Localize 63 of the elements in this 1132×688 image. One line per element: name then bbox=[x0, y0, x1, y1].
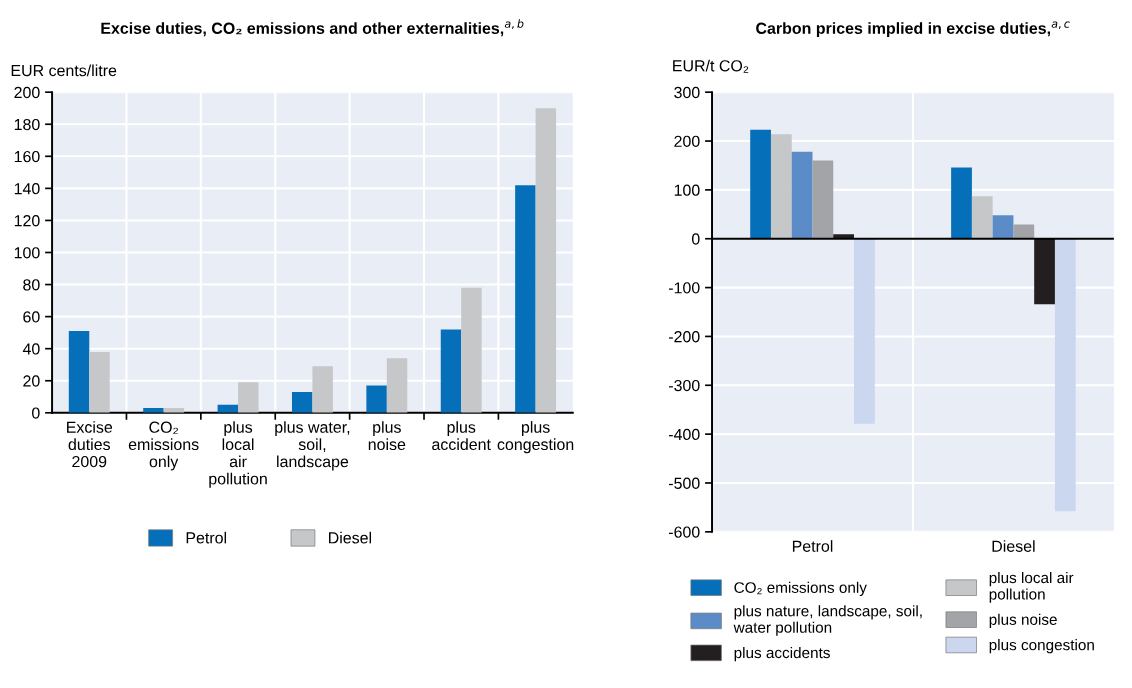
legend-label: Diesel bbox=[329, 531, 372, 544]
bar bbox=[750, 129, 771, 239]
chart-title: Carbon prices implied in excise duties,$^{a,c}$ bbox=[756, 21, 1070, 38]
y-tick-label: 160 bbox=[14, 150, 40, 163]
legend-label: plus congestion bbox=[989, 639, 1094, 654]
legend-label: plus accidents bbox=[734, 646, 830, 662]
y-tick-label: 140 bbox=[14, 183, 40, 195]
legend-label: plus nature, landscape, soil, water pollution bbox=[733, 605, 922, 636]
bar bbox=[461, 287, 482, 413]
bar bbox=[812, 160, 834, 239]
bar bbox=[1034, 238, 1055, 305]
x-tick-label: plus accident bbox=[432, 421, 491, 451]
bar bbox=[238, 382, 259, 413]
y-tick-label: 100 bbox=[14, 247, 40, 259]
bar bbox=[791, 151, 813, 239]
y-tick-label: 0 bbox=[691, 233, 700, 245]
y-tick-label: -100 bbox=[668, 282, 700, 294]
bar bbox=[535, 108, 557, 413]
x-tick-label: Excise duties 2009 bbox=[67, 421, 113, 468]
bar bbox=[1054, 238, 1076, 512]
y-tick-label: 80 bbox=[23, 279, 40, 291]
y-tick-label: -200 bbox=[668, 331, 700, 343]
bar bbox=[770, 134, 792, 239]
bar bbox=[951, 167, 972, 239]
bar bbox=[366, 385, 387, 413]
bar bbox=[971, 196, 993, 239]
y-tick-label: -500 bbox=[668, 477, 700, 489]
y-tick-label: -300 bbox=[668, 379, 700, 392]
y-tick-label: 40 bbox=[22, 343, 40, 355]
y-axis-title: EUR/t CO₂ bbox=[673, 59, 749, 73]
y-tick-label: 200 bbox=[674, 135, 700, 147]
y-tick-label: -600 bbox=[668, 526, 700, 538]
y-tick-label: 20 bbox=[23, 375, 40, 387]
bar bbox=[854, 238, 875, 424]
x-tick-label: plus noise bbox=[368, 421, 406, 451]
y-tick-label: 0 bbox=[32, 407, 40, 419]
legend-label: plus local air pollution bbox=[989, 571, 1074, 603]
chart-title: Excise duties, CO₂ emissions and other externalities,$^{a,b}$ bbox=[101, 19, 524, 37]
bar bbox=[312, 366, 333, 413]
bar bbox=[1013, 224, 1035, 239]
y-tick-label: 200 bbox=[14, 86, 40, 99]
bar bbox=[440, 329, 462, 413]
x-tick-label: CO₂ emissions only bbox=[128, 421, 199, 471]
x-tick-label: plus water, soil, landscape bbox=[275, 421, 350, 471]
bar bbox=[515, 185, 536, 413]
bar bbox=[291, 391, 313, 413]
y-tick-label: 60 bbox=[23, 311, 40, 323]
legend-label: Petrol bbox=[186, 531, 227, 544]
bar bbox=[68, 331, 90, 413]
y-tick-label: 100 bbox=[674, 184, 700, 196]
legend-label: CO₂ emissions only bbox=[734, 581, 867, 597]
y-tick-label: 300 bbox=[674, 86, 700, 99]
y-tick-label: -400 bbox=[668, 428, 700, 441]
bar bbox=[833, 234, 855, 239]
legend-label: plus noise bbox=[989, 613, 1057, 628]
bar bbox=[89, 351, 110, 413]
bar bbox=[386, 358, 408, 413]
x-tick-label: plus local air pollution bbox=[209, 421, 267, 488]
y-tick-label: 180 bbox=[14, 118, 40, 131]
y-tick-label: 120 bbox=[14, 215, 40, 227]
y-axis-title: EUR cents/litre bbox=[11, 64, 117, 77]
x-tick-label: plus congestion bbox=[497, 421, 574, 454]
bar bbox=[992, 215, 1014, 239]
